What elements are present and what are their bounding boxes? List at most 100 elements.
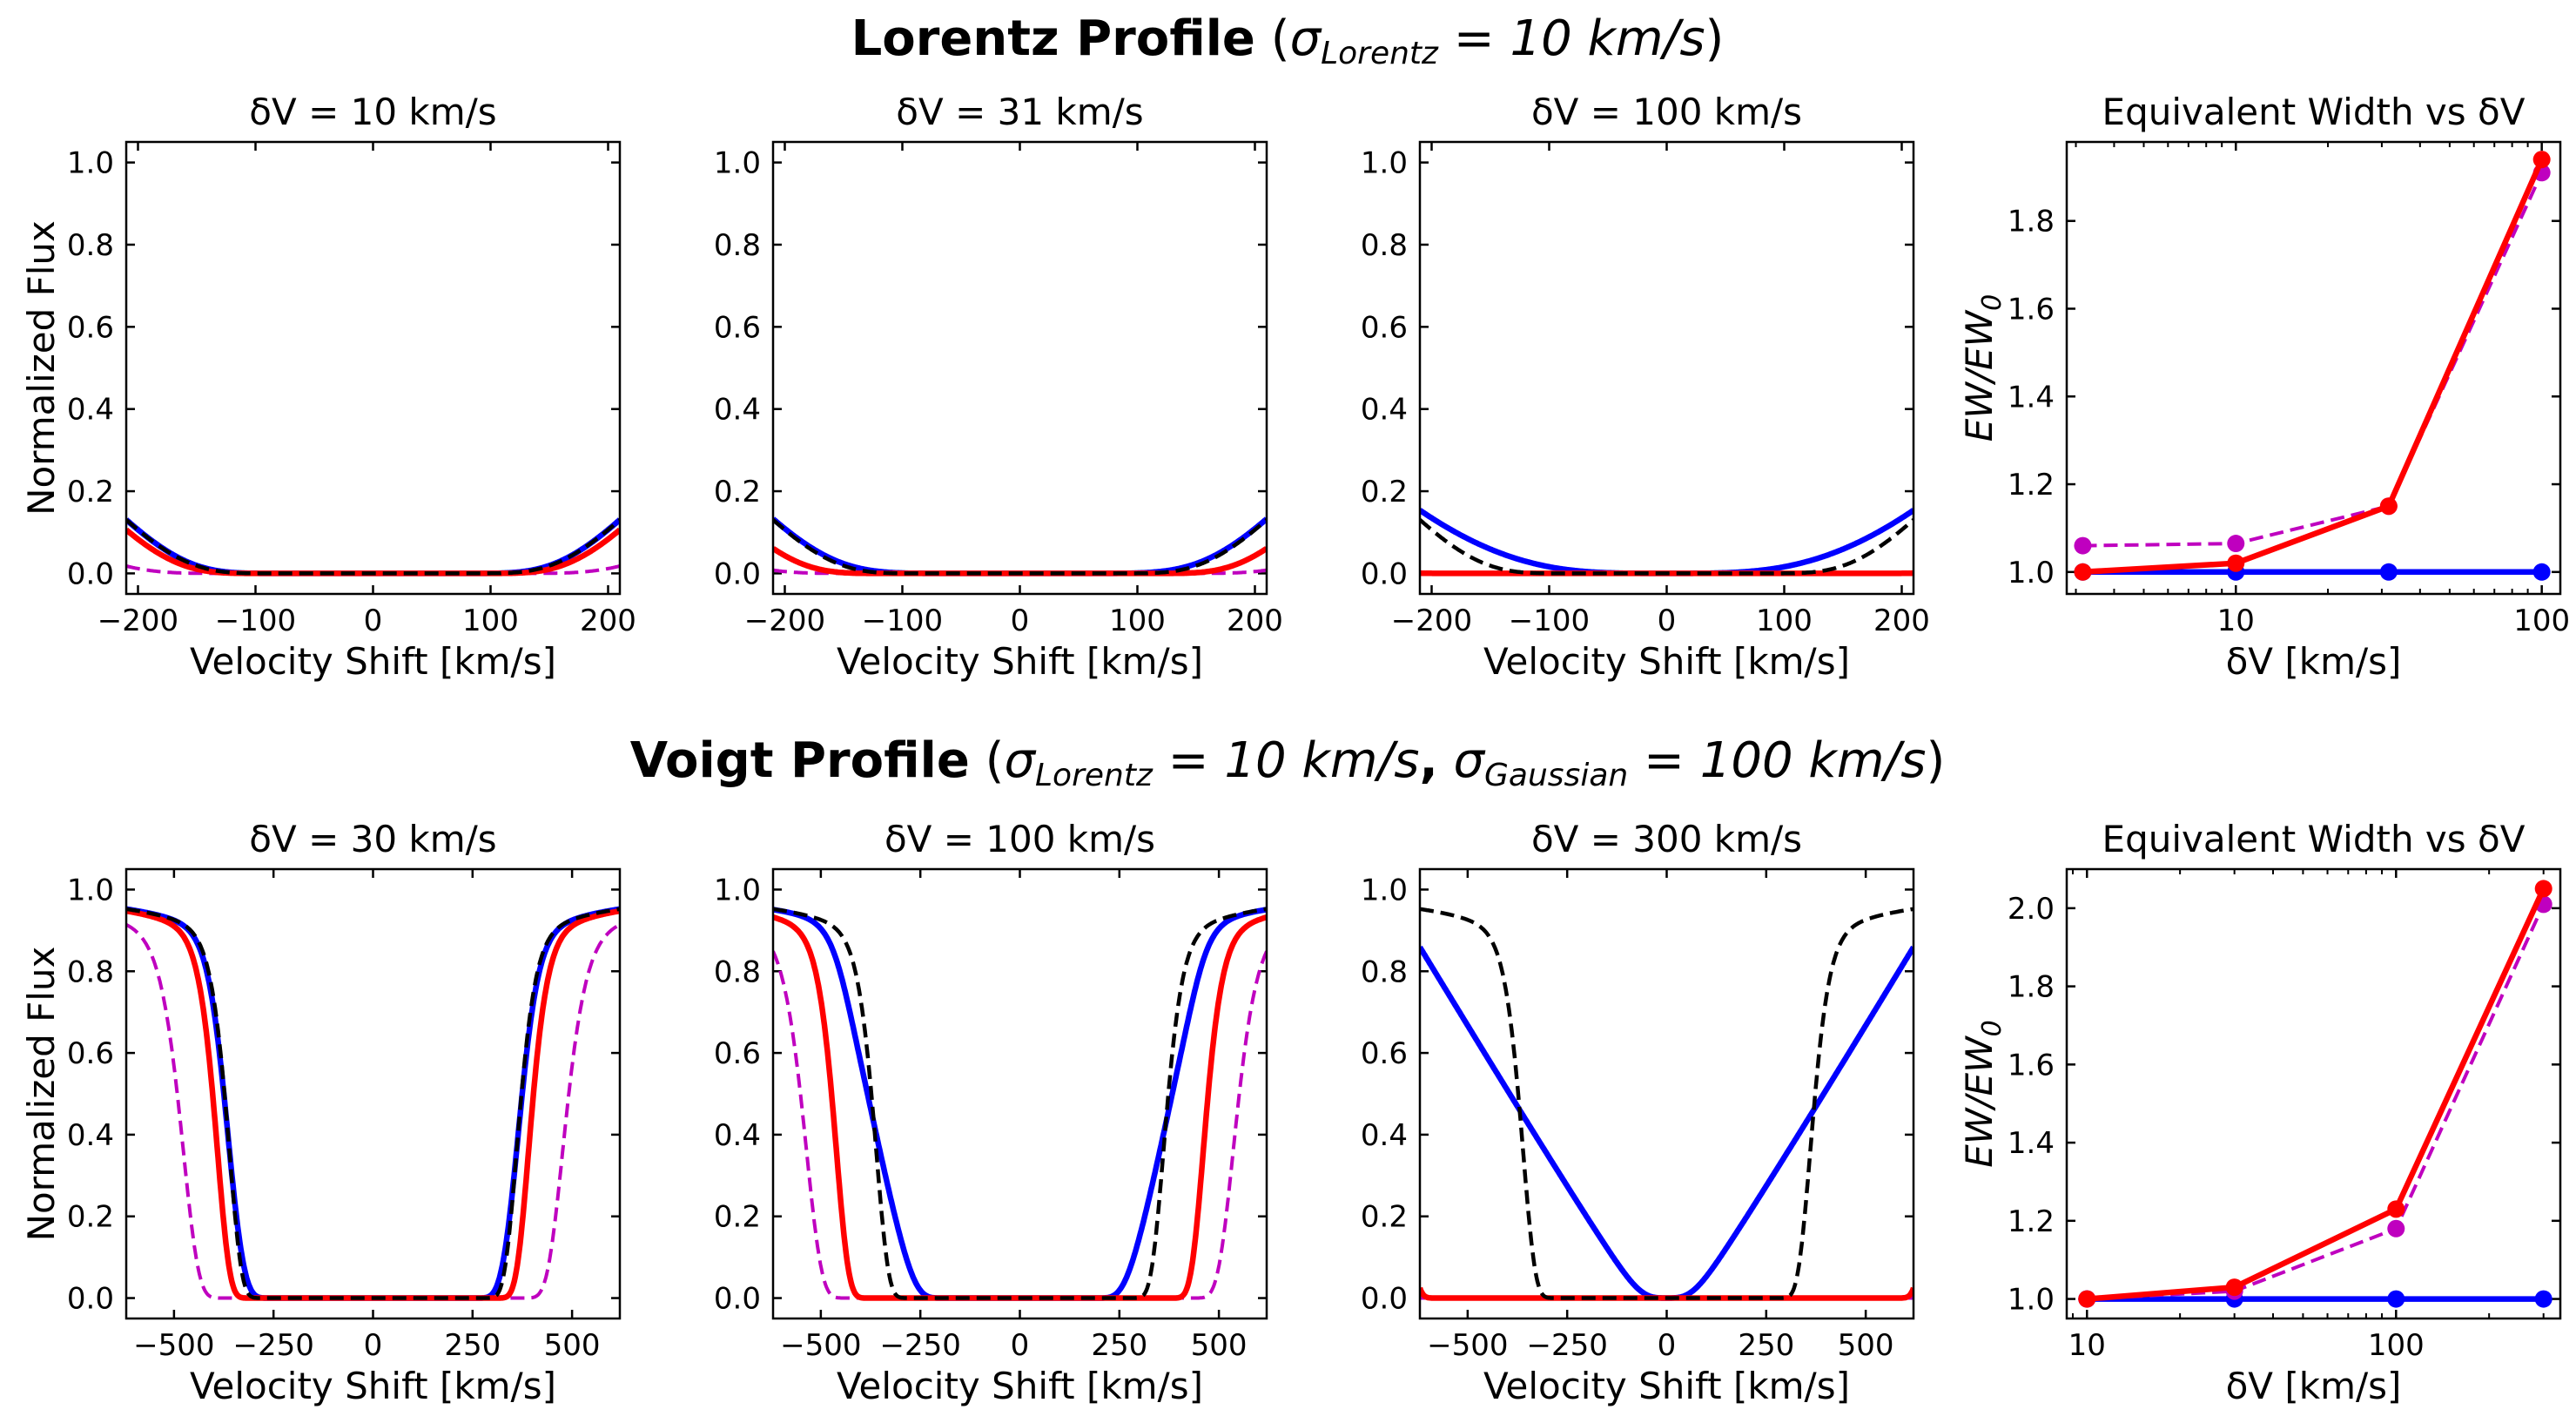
panel-title: δV = 30 km/s: [249, 818, 496, 860]
x-tick-label: 100: [2513, 604, 2570, 638]
plot-area: [773, 907, 1267, 1301]
x-tick-label: 0: [364, 1328, 383, 1363]
series-line-red: [773, 546, 1267, 577]
panel-title: δV = 31 km/s: [896, 91, 1143, 133]
data-point-red: [2534, 880, 2552, 898]
axes-frame: [2065, 867, 2562, 1320]
y-tick-label: 1.0: [1361, 146, 1408, 181]
y-tick-label: 0.8: [1361, 954, 1408, 989]
x-tick-label: −250: [232, 1328, 313, 1363]
y-tick-label: 1.0: [2008, 556, 2055, 590]
y-tick-label: 0.8: [1361, 228, 1408, 263]
panel-4: Equivalent Width vs δV 1.0 1.2 1.4 1.6 1.8 10 1…: [1958, 91, 2570, 683]
y-tick-label: 0.4: [1361, 1118, 1408, 1153]
plot-area: [773, 516, 1267, 577]
data-point-blue: [2379, 563, 2398, 581]
y-tick-label: 0.2: [1361, 475, 1408, 509]
series-line-red: [126, 907, 620, 1301]
panel-title: Equivalent Width vs δV: [2102, 818, 2526, 860]
x-axis-label: Velocity Shift [km/s]: [1483, 640, 1850, 683]
panel-7: δV = 300 km/s 0.0 0.2 0.4 0.6 0.8 1.0 −500 −250 0…: [1361, 818, 1915, 1407]
x-tick-label: −250: [879, 1328, 960, 1363]
y-tick-label: 0.2: [714, 475, 761, 509]
panel-title: δV = 100 km/s: [1531, 91, 1802, 133]
y-axis-label: Normalized Flux: [20, 947, 63, 1242]
plot-area: [2078, 880, 2552, 1308]
x-tick-label: 200: [1873, 604, 1930, 638]
x-tick-label: 250: [1738, 1328, 1794, 1363]
y-tick-label: 0.4: [67, 1118, 114, 1153]
panels: δV = 10 km/s 0.0 0.2 0.4 0.6 0.8 1.0 −200 −100 0 1…: [20, 91, 2570, 1407]
x-axis-label: Velocity Shift [km/s]: [190, 1365, 556, 1407]
axes-frame: [2065, 140, 2562, 596]
x-tick-label: 0: [1658, 1328, 1677, 1363]
x-tick-label: −250: [1526, 1328, 1607, 1363]
axes-frame: [1418, 867, 1915, 1320]
series-line-dashed-black: [773, 907, 1267, 1300]
x-tick-label: 200: [1227, 604, 1283, 638]
panel-title: δV = 10 km/s: [249, 91, 496, 133]
lorentz-section-title: Lorentz Profile (σLorentz = 10 km/s): [851, 10, 1725, 71]
panel-title: Equivalent Width vs δV: [2102, 91, 2526, 133]
plot-area: [1420, 907, 1914, 1301]
y-tick-label: 0.4: [1361, 393, 1408, 428]
panel-1: δV = 10 km/s 0.0 0.2 0.4 0.6 0.8 1.0 −200 −100 0 1…: [20, 91, 636, 683]
axes-frame: [771, 867, 1268, 1320]
y-tick-label: 0.6: [714, 1036, 761, 1071]
data-point-blue: [2387, 1290, 2405, 1308]
y-tick-label: 0.0: [714, 556, 761, 591]
x-tick-label: −200: [744, 604, 825, 638]
y-tick-label: 0.8: [67, 228, 114, 263]
y-tick-label: 0.8: [714, 954, 761, 989]
plot-area: [1420, 508, 1914, 577]
y-tick-label: 0.4: [67, 393, 114, 428]
data-point-dashed-magenta: [2387, 1219, 2405, 1238]
y-tick-label: 0.6: [67, 1036, 114, 1071]
y-tick-label: 2.0: [2008, 892, 2055, 927]
y-tick-label: 0.6: [1361, 310, 1408, 345]
x-tick-label: 0: [364, 604, 383, 638]
x-tick-label: 100: [462, 604, 519, 638]
series-line-red: [2087, 887, 2546, 1302]
y-tick-label: 1.2: [2008, 468, 2055, 502]
y-label-part: EW/EW: [1958, 1035, 2001, 1168]
x-tick-label: 100: [1756, 604, 1813, 638]
y-tick-label: 1.0: [2008, 1283, 2055, 1318]
x-tick-label: −500: [133, 1328, 214, 1363]
data-point-red: [2078, 1290, 2096, 1308]
y-tick-label: 0.2: [67, 475, 114, 509]
x-tick-label: −200: [98, 604, 178, 638]
y-tick-label: 0.6: [67, 310, 114, 345]
x-axis-label: δV [km/s]: [2226, 640, 2402, 683]
data-point-blue: [2532, 563, 2551, 581]
y-tick-label: 1.0: [714, 873, 761, 907]
data-point-red: [2379, 497, 2398, 516]
x-tick-label: 0: [1658, 604, 1677, 638]
y-tick-label: 0.4: [714, 1118, 761, 1153]
y-tick-label: 1.8: [2008, 205, 2055, 239]
series-line-blue: [1420, 508, 1914, 577]
y-tick-label: 0.0: [67, 1282, 114, 1317]
x-axis-label: Velocity Shift [km/s]: [837, 640, 1203, 683]
x-tick-label: −100: [215, 604, 296, 638]
data-point-red: [2387, 1200, 2405, 1218]
x-tick-label: 10: [2217, 604, 2255, 638]
x-tick-label: 10: [2068, 1328, 2106, 1363]
data-point-blue: [2534, 1290, 2552, 1308]
series-line-dashed-black: [126, 518, 620, 576]
y-tick-label: 0.6: [1361, 1036, 1408, 1071]
x-tick-label: −500: [1427, 1328, 1508, 1363]
y-tick-label: 1.0: [1361, 873, 1408, 907]
series-line-dashed-magenta: [2087, 903, 2546, 1301]
series-line-blue: [1420, 945, 1914, 1301]
series-line-red: [2082, 158, 2545, 576]
x-tick-label: −100: [862, 604, 943, 638]
data-point-red: [2532, 151, 2551, 169]
y-tick-label: 0.0: [714, 1282, 761, 1317]
x-tick-label: 500: [1191, 1328, 1248, 1363]
y-axis-label: EW/EW0: [1958, 1020, 2008, 1167]
panel-2: δV = 31 km/s 0.0 0.2 0.4 0.6 0.8 1.0 −200 −100 0 1…: [714, 91, 1283, 683]
series-line-red: [773, 914, 1267, 1301]
data-point-red: [2074, 563, 2092, 581]
